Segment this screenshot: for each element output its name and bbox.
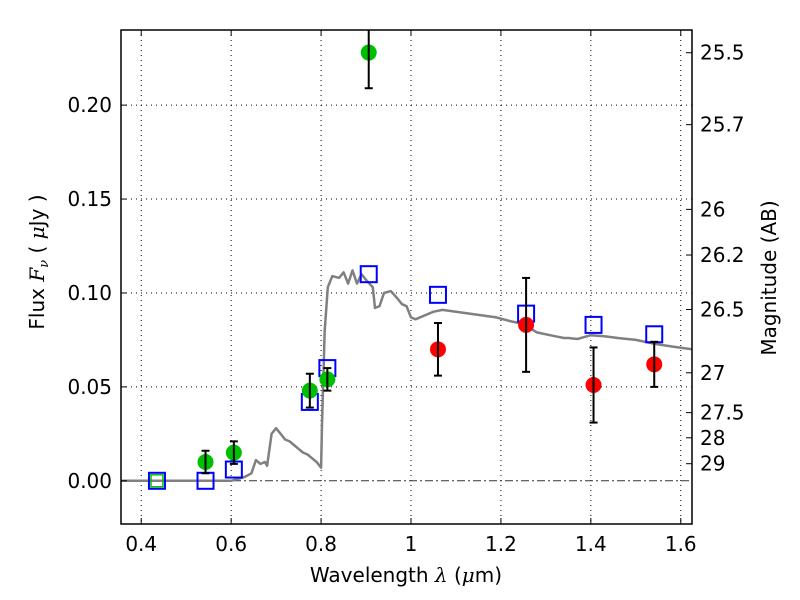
y-tick-label: 0.10 [67, 281, 112, 305]
y2-tick-label: 26.5 [700, 297, 745, 321]
y-tick-label: 0.00 [67, 469, 112, 493]
y2-tick-label: 29 [700, 452, 725, 476]
y2-tick-label: 25.7 [700, 113, 745, 137]
model-sed-line [121, 269, 692, 483]
x-tick-label: 1 [405, 532, 418, 556]
model-photometry-square [359, 265, 378, 284]
y2-tick-label: 26.2 [700, 243, 745, 267]
axes-frame [120, 29, 693, 525]
y-tick-label: 0.15 [67, 187, 112, 211]
ticks: 0.4 0.6 0.8 1 1.2 1.4 1.6 0.00 0.05 0.10 0.15 0.20 2… [67, 30, 745, 556]
x-axis-label: Wavelength λ (μm) [310, 563, 502, 587]
model-photometry-square [645, 325, 664, 344]
x-tick-label: 1.6 [665, 532, 697, 556]
model-photometry-square [428, 285, 447, 304]
y2-tick-label: 25.5 [700, 41, 745, 65]
model-photometry-square [147, 471, 166, 490]
y-tick-label: 0.05 [67, 375, 112, 399]
x-tick-label: 1.2 [485, 532, 517, 556]
y-tick-label: 0.20 [67, 93, 112, 117]
y-axis-label: Flux Fν ( μJy ) [25, 194, 52, 329]
y2-tick-label: 27.5 [700, 401, 745, 425]
x-tick-label: 0.6 [215, 532, 247, 556]
y2-tick-label: 26 [700, 197, 725, 221]
observed-flux-point [150, 474, 164, 488]
y2-tick-label: 27 [700, 361, 725, 385]
x-tick-label: 0.4 [125, 532, 157, 556]
model-photometry-square [584, 315, 603, 334]
plot-area [121, 30, 692, 490]
series-group [121, 30, 692, 490]
x-tick-label: 1.4 [575, 532, 607, 556]
y2-axis-label: Magnitude (AB) [757, 200, 781, 355]
x-tick-label: 0.8 [305, 532, 337, 556]
y2-tick-label: 28 [700, 426, 725, 450]
